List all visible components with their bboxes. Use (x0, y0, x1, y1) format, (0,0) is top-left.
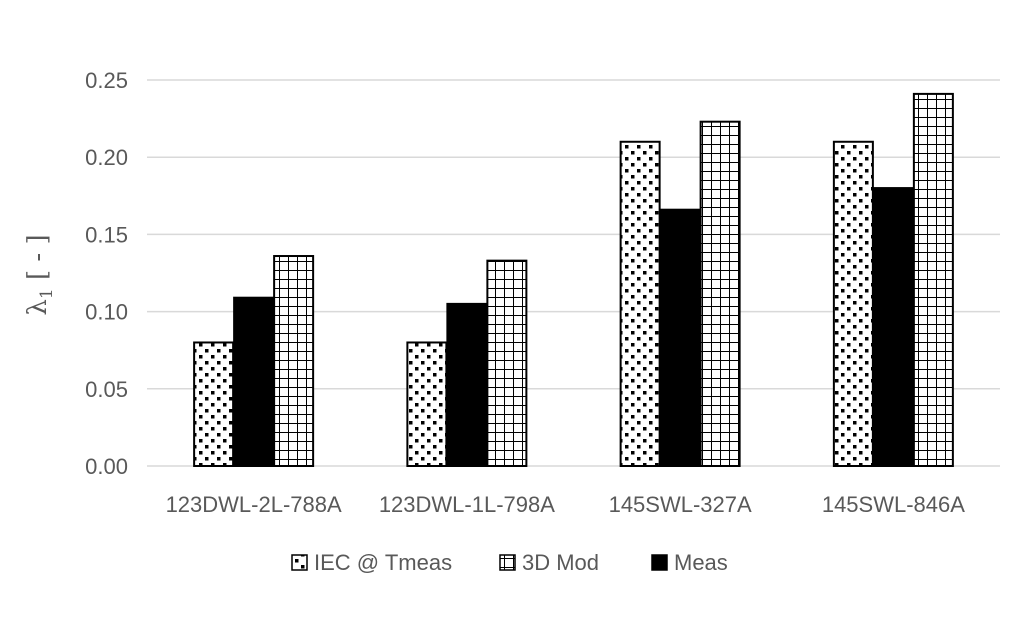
bars (193, 92, 954, 468)
bar-grid (912, 92, 954, 468)
y-tick-label: 0.20 (85, 145, 128, 170)
y-axis-ticks: 0.00 0.05 0.10 0.15 0.20 0.25 (85, 68, 128, 479)
bar-solid (659, 208, 701, 467)
x-category-label: 123DWL-2L-788A (166, 492, 342, 517)
y-tick-label: 0.10 (85, 300, 128, 325)
y-axis-label-unit: [ - ] (23, 234, 53, 288)
y-tick-label: 0.05 (85, 377, 128, 402)
y-axis-label-subscript: 1 (37, 288, 57, 299)
bar-grid (486, 259, 528, 468)
legend-label: 3D Mod (522, 550, 599, 575)
legend-swatch-grid (499, 554, 516, 571)
y-axis-label-symbol: λ (23, 299, 53, 315)
x-axis-categories: 123DWL-2L-788A 123DWL-1L-798A 145SWL-327A 1… (166, 492, 966, 517)
bar-solid (233, 296, 275, 468)
bar-dots (832, 140, 874, 467)
y-axis-label: λ1 [ - ] (23, 234, 57, 315)
bar-grid (273, 255, 315, 467)
bar-solid (446, 302, 488, 467)
bar-dots (193, 341, 235, 468)
legend-swatch-solid (651, 554, 668, 571)
y-tick-label: 0.00 (85, 454, 128, 479)
bar-solid (872, 187, 914, 468)
bar-dots (406, 341, 448, 468)
legend: IEC @ Tmeas 3D Mod Meas (291, 550, 728, 575)
legend-label: IEC @ Tmeas (314, 550, 452, 575)
x-category-label: 145SWL-846A (822, 492, 965, 517)
x-category-label: 145SWL-327A (609, 492, 752, 517)
bar-dots (619, 140, 661, 467)
y-tick-label: 0.25 (85, 68, 128, 93)
x-category-label: 123DWL-1L-798A (379, 492, 555, 517)
legend-label: Meas (674, 550, 728, 575)
y-tick-label: 0.15 (85, 222, 128, 247)
legend-swatch-dots (291, 554, 308, 571)
bar-grid (699, 120, 741, 468)
